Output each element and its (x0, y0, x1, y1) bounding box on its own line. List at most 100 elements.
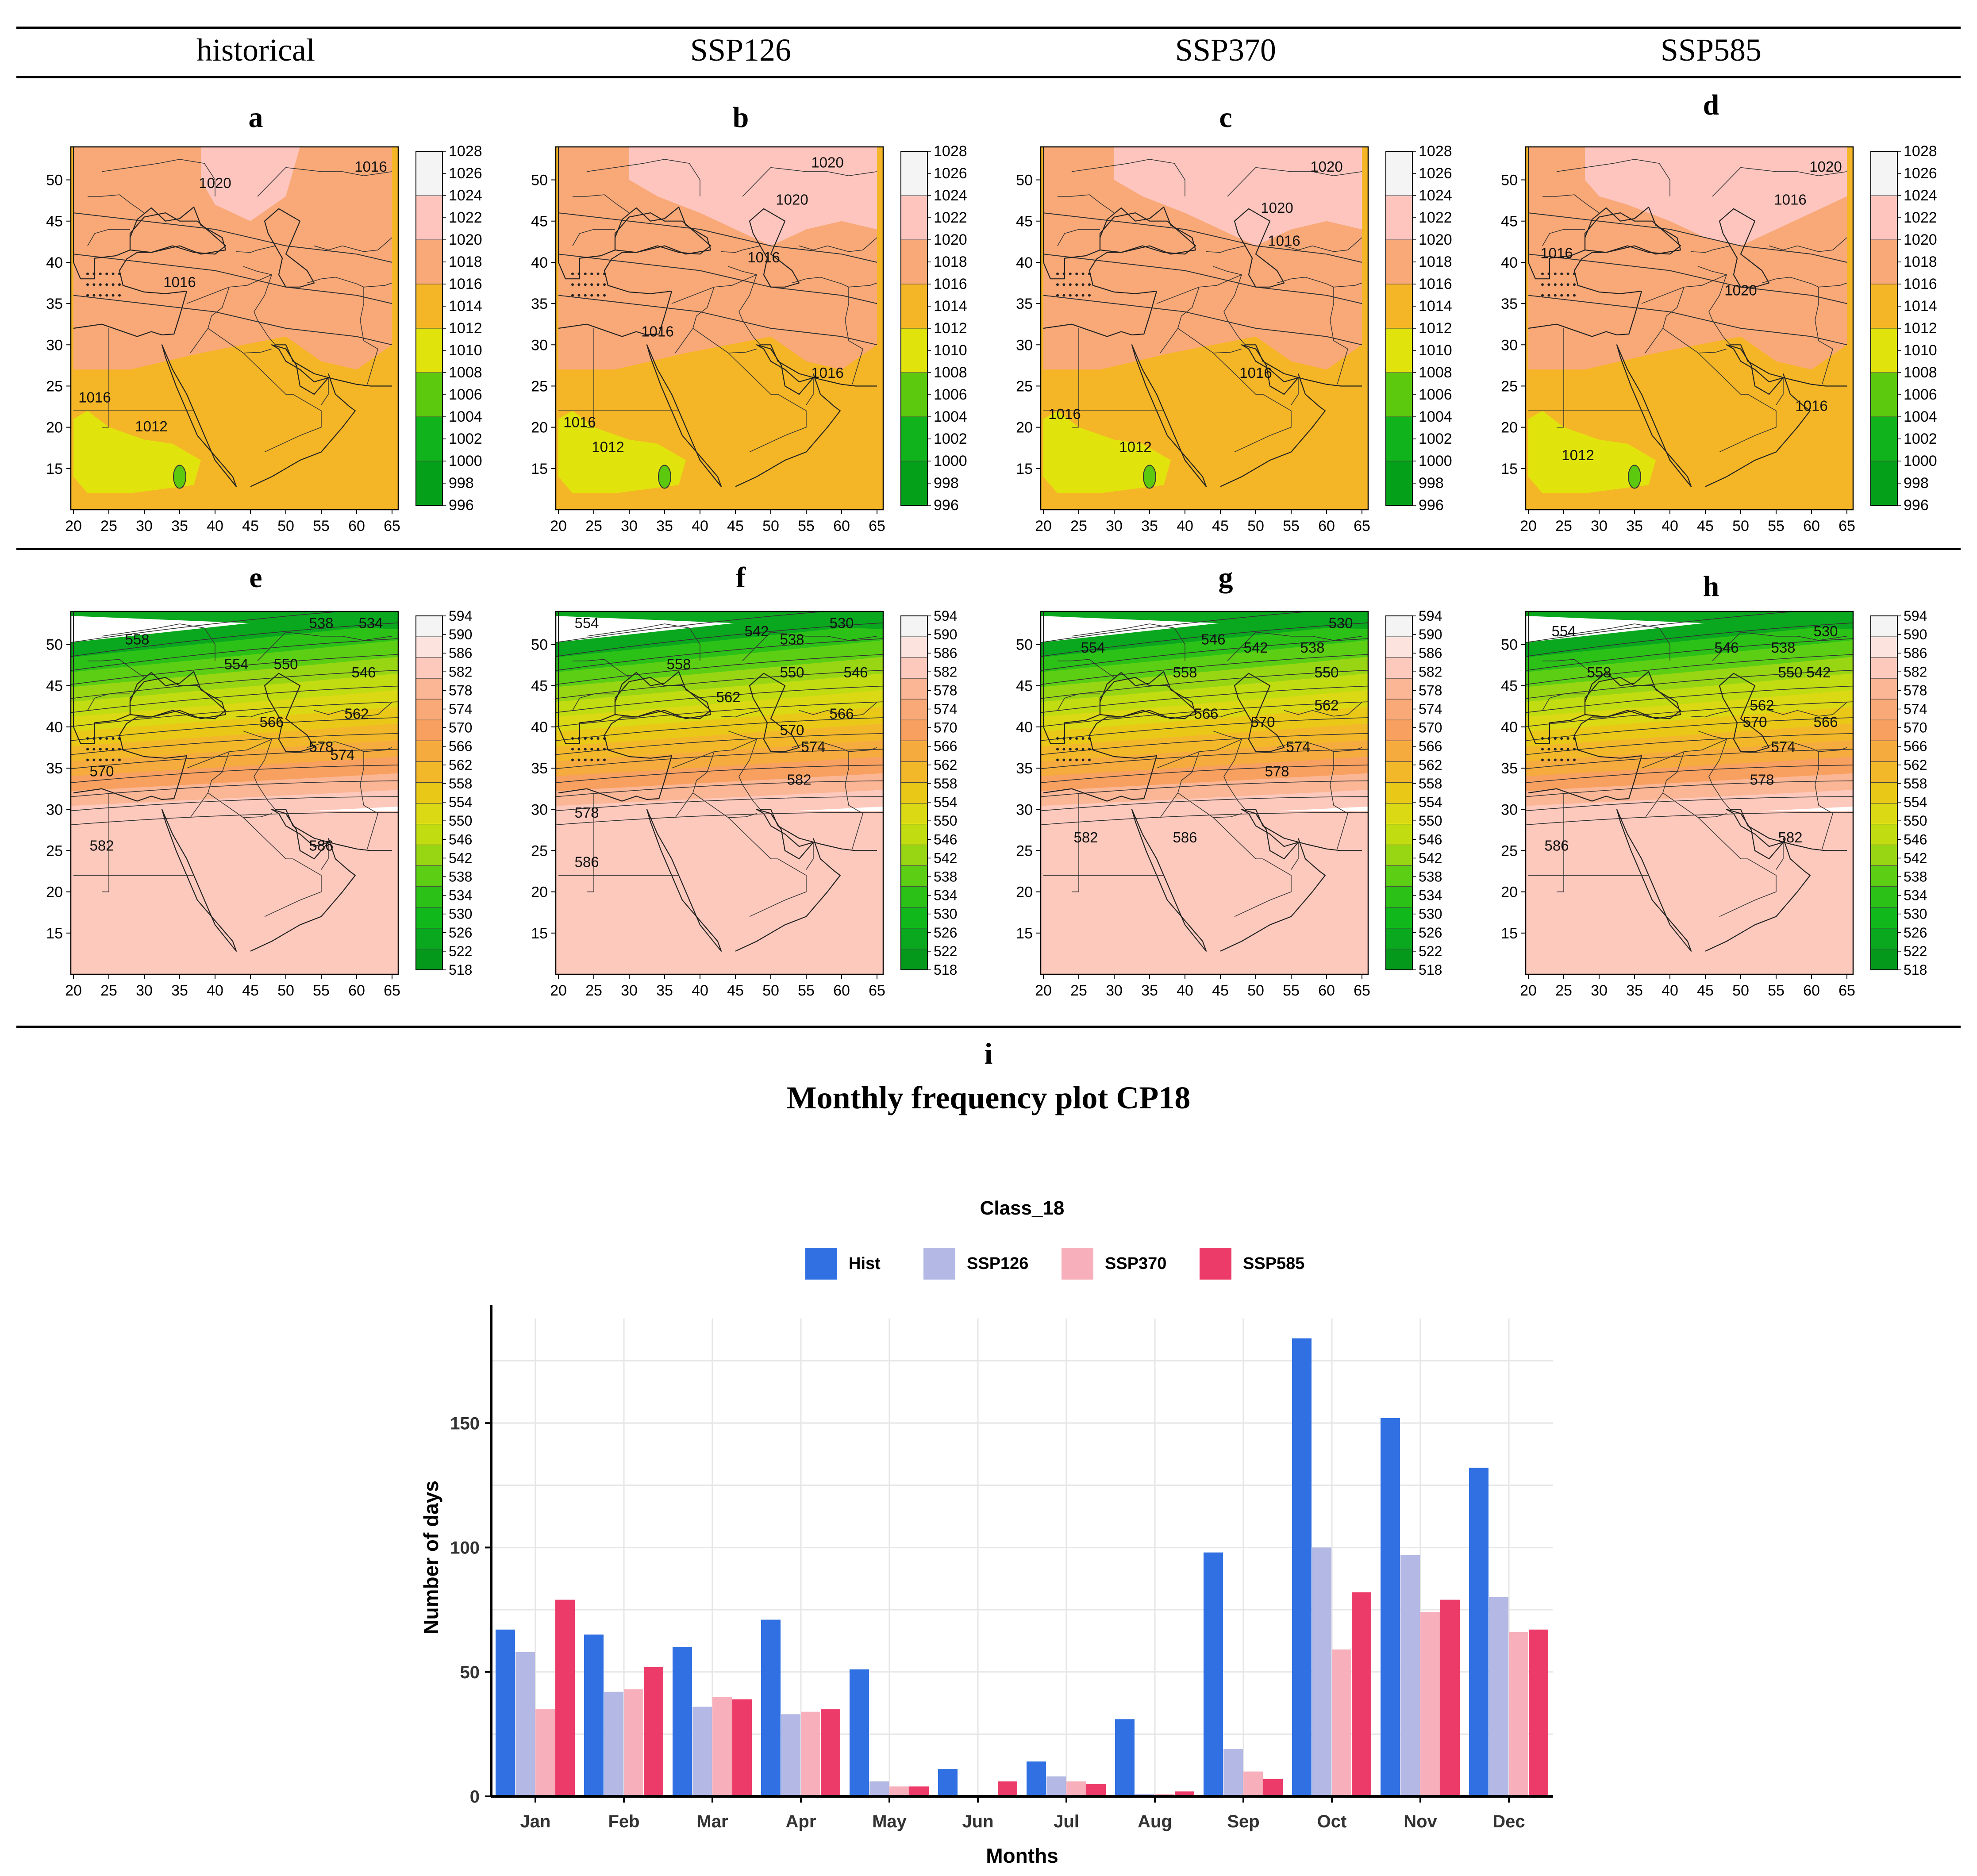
country-border (573, 194, 630, 213)
island-dot (1069, 283, 1072, 286)
contour-label: 574 (1286, 738, 1310, 755)
country-border (1177, 751, 1200, 793)
height-contour (556, 611, 829, 643)
island-dot (112, 758, 115, 761)
bar-ssp126-feb (604, 1691, 623, 1796)
country-border (1698, 353, 1777, 453)
legend-level: 542 (1419, 850, 1442, 866)
red-sea-coast (161, 809, 237, 952)
x-tick-label: 60 (348, 982, 365, 999)
legend-level: 1024 (1904, 187, 1937, 204)
legend-swatch (1870, 949, 1898, 970)
country-border (186, 274, 272, 304)
column-title-ssp370: SSP370 (1175, 32, 1277, 68)
island-dot (596, 737, 600, 740)
legend-level: 998 (449, 475, 474, 492)
legend-level: 1024 (934, 187, 967, 204)
island-dot (1088, 273, 1091, 275)
legend-swatch (1870, 239, 1898, 284)
legend-swatch (1870, 719, 1898, 741)
contour-label: 550 (1314, 664, 1339, 680)
legend-level: 1014 (1904, 298, 1937, 315)
legend-swatch (900, 719, 928, 741)
height-contour (1526, 622, 1853, 657)
x-tick-label: 65 (869, 982, 885, 999)
gph-band (556, 723, 883, 763)
isobar (73, 295, 392, 346)
contour-label: 538 (780, 631, 804, 648)
legend-label-ssp585: SSP585 (1243, 1254, 1304, 1273)
gph-band (71, 657, 398, 704)
bar-ssp370-feb (624, 1689, 643, 1796)
contour-label: 1020 (1724, 282, 1757, 298)
contour-label: 582 (1073, 829, 1098, 846)
contour-label: 1016 (747, 249, 780, 265)
bar-hist-sep (1204, 1552, 1223, 1796)
y-tick-label: 20 (531, 884, 548, 901)
island-dot (92, 283, 96, 286)
island-dot (1075, 737, 1078, 740)
height-contour (556, 701, 883, 727)
legend-swatch (900, 949, 928, 970)
gph-band (1526, 740, 1853, 778)
legend-swatch (1870, 699, 1898, 720)
y-tick-label: 25 (46, 842, 63, 859)
gph-band (556, 773, 883, 808)
y-tick-label: 35 (1501, 296, 1518, 312)
country-border (845, 751, 863, 849)
y-tick-label: 40 (1501, 254, 1518, 271)
island-dot (86, 737, 89, 740)
country-border (243, 817, 322, 917)
island-dot (1062, 748, 1065, 751)
isobar (73, 212, 392, 263)
island-dot (86, 294, 89, 297)
contour-label: 586 (574, 854, 599, 870)
height-contour (556, 796, 883, 811)
country-border (675, 792, 693, 818)
x-tick-label: May (872, 1812, 907, 1831)
island-dot (584, 283, 587, 286)
legend-swatch (900, 845, 928, 866)
gph-band (1041, 723, 1368, 763)
contour-label: 554 (1081, 639, 1105, 656)
island-dot (571, 294, 574, 297)
contour-label: 1016 (641, 323, 673, 340)
legend-level: 534 (934, 888, 957, 903)
legend-level: 1022 (1904, 209, 1937, 226)
y-tick-label: 15 (1501, 461, 1518, 477)
island-dot (1560, 748, 1563, 751)
arabian-coast (1705, 373, 1811, 487)
legend-swatch (415, 824, 443, 846)
height-contour (1041, 654, 1368, 685)
legend-swatch (415, 740, 443, 762)
island-dot (1573, 748, 1576, 751)
height-contour (71, 611, 344, 643)
gph-band (71, 707, 398, 749)
country-border (1645, 792, 1663, 818)
legend-swatch (900, 928, 928, 950)
contour-label: 1020 (199, 175, 231, 191)
x-tick-label: 40 (1662, 518, 1678, 534)
legend-level: 570 (449, 720, 472, 736)
country-border (208, 287, 230, 329)
legend-swatch (415, 928, 443, 950)
x-tick-label: 30 (136, 518, 153, 534)
island-dot (603, 273, 606, 275)
island-dot (590, 748, 593, 751)
contour-label: 586 (309, 837, 333, 853)
island-dot (118, 748, 121, 751)
legend-key-ssp585 (1200, 1248, 1231, 1280)
y-tick-label: 30 (531, 801, 548, 818)
legend-level: 538 (934, 869, 957, 884)
height-contour (1526, 638, 1853, 671)
iran-coast (1245, 809, 1362, 851)
contour-label: 582 (787, 771, 811, 788)
legend-level: 590 (449, 627, 472, 642)
legend-level: 1026 (1904, 165, 1937, 182)
legend-level: 574 (449, 701, 472, 717)
gph-band (556, 657, 883, 704)
country-border (1698, 817, 1777, 917)
height-contour (556, 622, 883, 657)
y-tick-label: 50 (46, 637, 63, 654)
